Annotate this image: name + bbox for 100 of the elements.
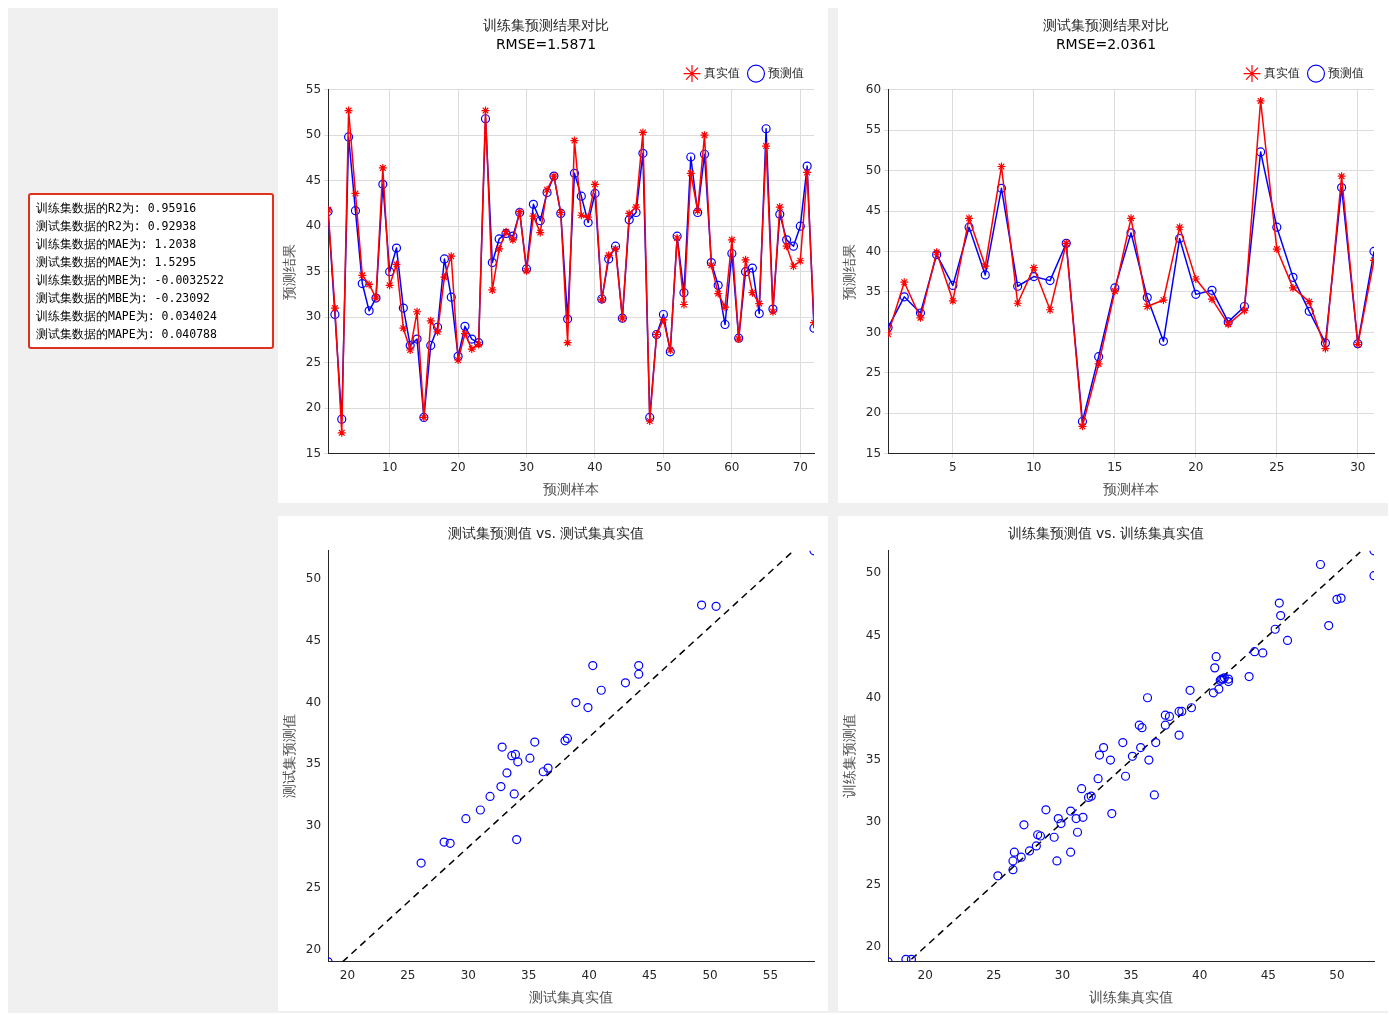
y-tick-label: 50 <box>305 127 322 142</box>
point <box>507 751 517 761</box>
x-tick-label: 30 <box>460 968 476 983</box>
point <box>461 814 471 824</box>
point <box>634 669 644 679</box>
point <box>543 763 553 773</box>
point <box>583 702 593 713</box>
chart-subtitle: RMSE=1.5871 <box>495 35 597 52</box>
x-tick-label: 50 <box>702 968 718 983</box>
point <box>1013 298 1023 308</box>
point <box>1256 96 1266 106</box>
x-tick-label: 50 <box>655 460 672 475</box>
point <box>502 768 512 778</box>
x-tick-label: 20 <box>339 968 356 983</box>
y-tick-label: 45 <box>865 203 882 218</box>
legend-label: 预测值 <box>768 65 804 80</box>
point <box>1304 297 1314 307</box>
point <box>1158 336 1169 346</box>
point <box>696 600 707 610</box>
x-tick-label: 50 <box>1329 968 1345 983</box>
x-tick-label: 30 <box>1350 460 1366 475</box>
legend-label: 真实值 <box>704 65 740 80</box>
text: 训练集数据的R2为: 0.95916 <box>36 200 198 217</box>
y-tick-label: 25 <box>305 354 322 369</box>
y-tick-label: 35 <box>865 752 882 767</box>
point <box>964 222 974 232</box>
point <box>711 601 721 611</box>
text: 测试集数据的MAE为: 1.5295 <box>36 254 198 271</box>
x-axis-title: 预测样本 <box>543 481 600 498</box>
point <box>530 737 540 747</box>
x-tick-label: 5 <box>949 460 957 475</box>
x-tick-label: 20 <box>1188 460 1204 475</box>
y-tick-label: 30 <box>305 309 322 324</box>
chart-title: 训练集预测结果对比 <box>483 17 609 34</box>
chart-title: 训练集预测值 vs. 训练集真实值 <box>1007 525 1205 542</box>
point <box>980 261 990 271</box>
x-tick-label: 10 <box>382 460 398 475</box>
point <box>1029 263 1039 273</box>
text: 训练集数据的MBE为: -0.0032522 <box>36 272 225 289</box>
point <box>1288 283 1298 293</box>
x-tick-label: 70 <box>792 460 808 475</box>
y-tick-label: 15 <box>305 445 322 460</box>
point <box>1013 281 1023 291</box>
point <box>996 183 1007 193</box>
point <box>1272 222 1282 232</box>
point <box>1029 271 1039 282</box>
point <box>1142 301 1152 312</box>
y-tick-label: 30 <box>865 814 882 829</box>
y-tick-label: 45 <box>305 633 322 648</box>
y-tick-label: 35 <box>305 263 322 278</box>
point <box>1207 294 1217 304</box>
point <box>1191 289 1201 299</box>
x-tick-label: 25 <box>1269 460 1285 475</box>
y-tick-label: 20 <box>305 941 322 956</box>
point <box>513 757 523 767</box>
y-tick-label: 40 <box>865 689 882 704</box>
point <box>1142 293 1152 303</box>
y-tick-label: 20 <box>305 400 322 415</box>
point <box>1094 352 1104 362</box>
point <box>512 835 522 845</box>
y-tick-label: 40 <box>865 243 882 258</box>
x-tick-label: 45 <box>1260 968 1276 983</box>
point <box>948 280 958 291</box>
y-axis-title: 测试集预测值 <box>281 714 298 799</box>
legend-label: 真实值 <box>1264 65 1300 80</box>
point <box>915 313 926 323</box>
point <box>1191 274 1201 284</box>
y-tick-label: 30 <box>865 324 882 339</box>
y-tick-label: 60 <box>865 81 882 96</box>
x-tick-label: 10 <box>1026 460 1042 475</box>
point <box>588 660 598 671</box>
x-tick-label: 25 <box>986 968 1002 983</box>
point <box>899 292 909 302</box>
point <box>1126 228 1136 238</box>
y-tick-label: 50 <box>865 162 882 177</box>
y-tick-label: 55 <box>305 81 322 96</box>
point <box>525 753 535 763</box>
y-tick-label: 35 <box>305 756 322 771</box>
text: 测试集数据的MBE为: -0.23092 <box>36 290 211 307</box>
point <box>899 277 909 287</box>
chart-title: 测试集预测值 vs. 测试集真实值 <box>447 525 645 542</box>
point <box>1045 276 1055 286</box>
x-axis-title: 训练集真实值 <box>1089 989 1174 1006</box>
text: 训练集数据的MAE为: 1.2038 <box>36 236 198 253</box>
point <box>964 213 974 223</box>
point <box>1126 213 1136 223</box>
y-tick-label: 35 <box>865 284 882 299</box>
point <box>1077 416 1088 427</box>
x-tick-label: 60 <box>724 460 740 475</box>
point <box>571 698 581 708</box>
point <box>1239 305 1250 316</box>
x-tick-label: 20 <box>450 460 466 475</box>
x-tick-label: 40 <box>1192 968 1208 983</box>
x-tick-label: 40 <box>581 968 597 983</box>
x-tick-label: 15 <box>1107 460 1123 475</box>
y-tick-label: 45 <box>305 172 322 187</box>
point <box>439 837 449 847</box>
point <box>1256 147 1266 157</box>
x-tick-label: 55 <box>762 968 779 983</box>
y-axis-title: 预测结果 <box>281 243 298 300</box>
